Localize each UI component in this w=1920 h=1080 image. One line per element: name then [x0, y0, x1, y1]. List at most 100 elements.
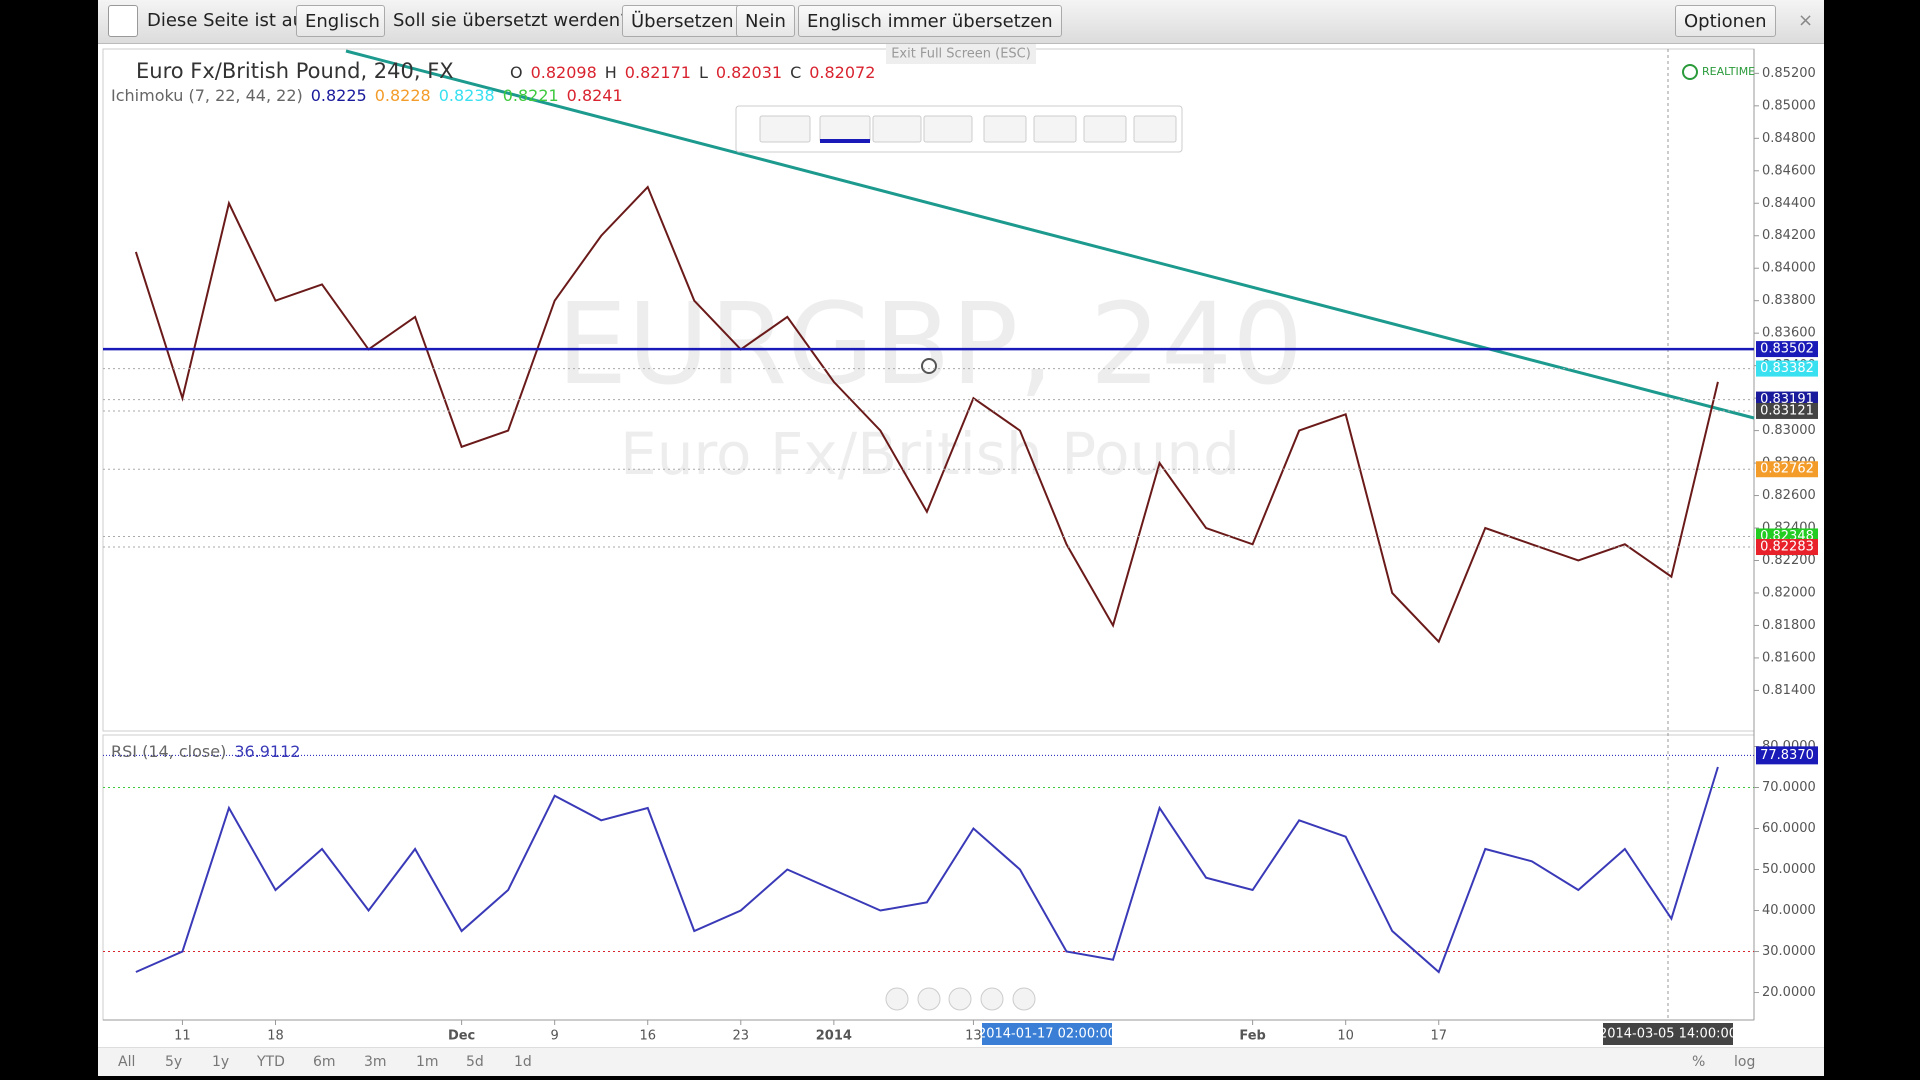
y-tick-label: 40.0000 — [1762, 903, 1816, 918]
range-button[interactable]: 1d — [514, 1054, 532, 1070]
legend: O 0.82098 H 0.82171 L 0.82031 C 0.82072 — [510, 63, 875, 82]
y-tick-label: 0.81600 — [1762, 650, 1816, 665]
range-button[interactable]: YTD — [257, 1054, 285, 1070]
y-tick-label: 0.84600 — [1762, 163, 1816, 178]
close-button[interactable]: × — [1798, 10, 1814, 31]
y-tick-label: 0.83000 — [1762, 423, 1816, 438]
ohlc-value: 0.82031 — [716, 63, 782, 82]
range-button[interactable]: 3m — [364, 1054, 387, 1070]
legend: RSI (14, close) 36.9112 — [111, 742, 300, 761]
zoom-in[interactable] — [980, 987, 1004, 1011]
rsi-value: 36.9112 — [234, 742, 300, 761]
price-marker: 0.82762 — [1760, 462, 1814, 477]
price-marker-bg — [1756, 461, 1818, 478]
realtime: REALTIME — [1702, 65, 1755, 78]
always-translate-button[interactable]: Englisch immer übersetzen — [798, 5, 1062, 37]
exit-fullscreen[interactable]: Exit Full Screen (ESC) — [891, 47, 1031, 62]
ohlc-label: H — [605, 63, 617, 82]
price-marker: 0.83502 — [1760, 342, 1814, 357]
y-tick-label: 0.84400 — [1762, 196, 1816, 211]
price-marker-bg — [1756, 402, 1818, 419]
translate-button[interactable]: Übersetzen — [622, 5, 743, 37]
scroll-left[interactable] — [885, 987, 909, 1011]
y-tick-label: 30.0000 — [1762, 944, 1816, 959]
no-button[interactable]: Nein — [736, 5, 795, 37]
rsi-pane — [102, 734, 1755, 1021]
price-marker: 0.83382 — [1760, 361, 1814, 376]
x-tick-label: 9 — [551, 1029, 559, 1044]
y-tick-label: 0.82000 — [1762, 585, 1816, 600]
x-tick-label: 23 — [733, 1029, 750, 1044]
legend: Euro Fx/British Pound, 240, FX — [136, 59, 454, 83]
price-marker-bg — [1756, 360, 1818, 377]
clone-button[interactable] — [1033, 115, 1077, 143]
x-tick-label: Dec — [448, 1029, 475, 1044]
range-button[interactable]: 1y — [212, 1054, 230, 1070]
rsi-title: RSI (14, close) — [111, 742, 226, 761]
y-tick-label: 50.0000 — [1762, 862, 1816, 877]
scale-button[interactable]: log — [1734, 1054, 1756, 1070]
y-tick-label: 0.82200 — [1762, 553, 1816, 568]
x-tick-label: 18 — [267, 1029, 284, 1044]
zoom-out[interactable] — [917, 987, 941, 1011]
ohlc-label: C — [790, 63, 801, 82]
realtime-icon — [1682, 64, 1698, 80]
range-button[interactable]: 6m — [313, 1054, 336, 1070]
indicator-value: 0.8238 — [439, 86, 495, 105]
ohlc-label: L — [699, 63, 708, 82]
indicator-name: Ichimoku (7, 22, 44, 22) — [111, 86, 303, 105]
nav-buttons — [885, 987, 1036, 1011]
translate-question: Soll sie übersetzt werden? — [393, 10, 630, 31]
hide-button[interactable] — [1083, 115, 1127, 143]
options-button[interactable]: Optionen — [1675, 5, 1776, 37]
price-marker: 0.82283 — [1760, 540, 1814, 555]
y-tick-label: 70.0000 — [1762, 780, 1816, 795]
y-tick-label: 0.81400 — [1762, 683, 1816, 698]
width-button[interactable] — [872, 115, 922, 143]
range-button[interactable]: All — [118, 1054, 136, 1070]
reset[interactable] — [948, 987, 972, 1011]
drawing-toolbar — [735, 105, 1183, 153]
template-button[interactable] — [759, 115, 811, 143]
indicator-value: 0.8221 — [503, 86, 559, 105]
watermark: EURGBP, 240 — [557, 280, 1304, 410]
range-button[interactable]: 5d — [466, 1054, 484, 1070]
trend-line[interactable] — [345, 49, 1755, 420]
rsi-marker-bg — [1756, 746, 1818, 765]
color-swatch — [820, 139, 870, 143]
crosshair-date-bg — [982, 1023, 1112, 1045]
bottom-bar: All 5y 1y YTD 6m 3m 1m 5d 1d% log — [98, 1047, 1824, 1076]
language-select[interactable]: Englisch — [296, 5, 385, 37]
range-button[interactable]: 1m — [416, 1054, 439, 1070]
legend: Ichimoku (7, 22, 44, 22) 0.8225 0.8228 0.82… — [111, 86, 623, 105]
y-tick-label: 0.84800 — [1762, 131, 1816, 146]
settings-button[interactable] — [983, 115, 1027, 143]
ohlc-value: 0.82072 — [809, 63, 875, 82]
x-tick-label: 17 — [1430, 1029, 1447, 1044]
translate-prefix: Diese Seite ist auf — [147, 10, 311, 31]
x-tick-label: Feb — [1239, 1029, 1265, 1044]
watermark: Euro Fx/British Pound — [620, 420, 1240, 488]
range-button[interactable]: 5y — [165, 1054, 183, 1070]
title: Euro Fx/British Pound, 240, FX — [136, 59, 454, 83]
translate-bar: Diese Seite ist auf Englisch Soll sie üb… — [98, 0, 1824, 44]
x-tick-label: 2014 — [816, 1029, 852, 1044]
indicator-value: 0.8241 — [567, 86, 623, 105]
y-tick-label: 0.83800 — [1762, 293, 1816, 308]
delete-button[interactable] — [1133, 115, 1177, 143]
crosshair-date-bg — [1603, 1023, 1733, 1045]
y-tick-label: 0.84200 — [1762, 228, 1816, 243]
price-marker-bg — [1756, 539, 1818, 556]
price-line — [134, 185, 1719, 644]
rsi-line — [135, 766, 1719, 974]
scroll-right[interactable] — [1012, 987, 1036, 1011]
y-tick-label: 0.81800 — [1762, 618, 1816, 633]
exit-fullscreen-bg — [886, 44, 1036, 64]
color-button[interactable] — [819, 115, 871, 143]
y-tick-label: 0.82600 — [1762, 488, 1816, 503]
style-button[interactable] — [923, 115, 973, 143]
y-tick-label: 0.85000 — [1762, 98, 1816, 113]
scale-button[interactable]: % — [1692, 1054, 1706, 1070]
line-handle[interactable] — [921, 358, 937, 374]
